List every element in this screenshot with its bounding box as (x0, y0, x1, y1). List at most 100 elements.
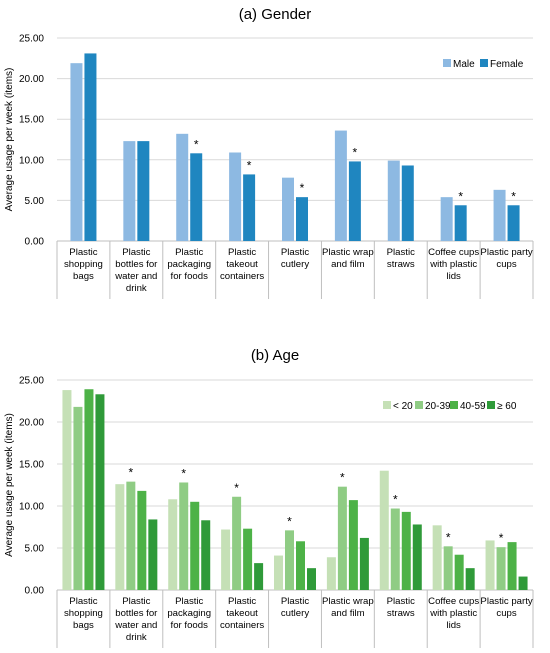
gender-category-label: bottles for (115, 259, 158, 270)
gender-category-label: packaging (167, 259, 211, 270)
age-bar-3-6 (348, 500, 358, 590)
gender-category-label: for foods (171, 271, 209, 282)
gender-category-label: with plastic (429, 259, 477, 270)
gender-category-label: Plastic wrap (322, 247, 374, 258)
gender-bar-2-7 (401, 165, 414, 241)
gender-y-tick-label: 10.00 (19, 155, 44, 166)
age-significance-star: * (446, 530, 451, 544)
gender-y-tick-label: 20.00 (19, 74, 44, 85)
age-bar-3-3 (190, 501, 200, 590)
age-y-tick-label: 25.00 (19, 376, 44, 387)
age-significance-star: * (393, 493, 398, 507)
gender-y-tick-label: 5.00 (25, 196, 45, 207)
age-y-axis-label: Average usage per week (items) (4, 413, 15, 557)
gender-bar-1-4 (229, 152, 242, 241)
gender-category-label: Plastic party (480, 247, 532, 258)
gender-category-label: water and (114, 271, 157, 282)
age-significance-star: * (340, 471, 345, 485)
gender-bar-2-5 (296, 197, 308, 241)
age-bar-3-2 (137, 490, 147, 590)
age-bar-3-8 (454, 554, 464, 590)
age-category-label: Plastic (281, 596, 309, 607)
gender-category-label: shopping (64, 259, 103, 270)
age-bar-4-8 (465, 568, 475, 590)
age-bar-1-2 (115, 484, 125, 590)
gender-bar-2-3 (190, 153, 203, 241)
gender-significance-star: * (194, 137, 199, 151)
gender-chart-title: (a) Gender (239, 6, 312, 23)
gender-significance-star: * (300, 181, 305, 195)
gender-category-label: Plastic (228, 247, 256, 258)
age-legend-swatch (415, 401, 423, 409)
gender-category-label: straws (387, 259, 415, 270)
gender-bar-1-3 (176, 133, 189, 241)
age-category-label: Plastic party (480, 596, 532, 607)
gender-category-label: cutlery (281, 259, 309, 270)
gender-bar-1-2 (123, 141, 136, 241)
gender-category-label: drink (126, 283, 147, 294)
gender-significance-star: * (247, 158, 252, 172)
age-significance-star: * (128, 466, 133, 480)
age-legend-label: 40-59 (460, 401, 486, 412)
gender-category-label: bags (73, 271, 94, 282)
age-bar-4-7 (412, 524, 422, 590)
gender-y-axis-label: Average usage per week (items) (4, 68, 15, 212)
age-bar-1-1 (62, 390, 72, 590)
age-category-label: Plastic (175, 596, 203, 607)
age-y-tick-label: 0.00 (25, 586, 45, 597)
age-category-label: Plastic (228, 596, 256, 607)
age-bar-1-7 (379, 470, 389, 590)
gender-bar-2-2 (137, 141, 150, 241)
age-bar-4-9 (518, 576, 528, 590)
gender-bar-2-1 (84, 53, 97, 241)
gender-bar-1-1 (70, 63, 83, 242)
age-legend-swatch (487, 401, 495, 409)
gender-category-label: lids (446, 271, 461, 282)
age-category-label: Plastic (122, 596, 150, 607)
age-bar-4-5 (307, 568, 316, 590)
age-bar-1-6 (326, 557, 336, 590)
gender-category-label: Coffee cups (428, 247, 479, 258)
age-bar-2-6 (337, 486, 347, 590)
age-category-label: cutlery (281, 608, 309, 619)
age-bar-1-9 (485, 540, 495, 590)
age-bar-4-4 (254, 563, 264, 590)
age-category-label: and film (331, 608, 365, 619)
age-bar-1-4 (221, 529, 231, 590)
gender-y-tick-label: 25.00 (19, 34, 44, 45)
age-category-label: for foods (171, 620, 209, 631)
age-category-label: Plastic (69, 596, 97, 607)
age-y-tick-label: 10.00 (19, 502, 44, 513)
age-bar-1-8 (432, 525, 442, 590)
age-bar-3-1 (84, 389, 94, 590)
gender-legend-swatch (443, 59, 451, 67)
gender-legend-label: Female (490, 59, 524, 70)
gender-category-label: Plastic (387, 247, 415, 258)
age-category-label: Coffee cups (428, 596, 479, 607)
gender-bar-1-6 (334, 130, 347, 241)
gender-legend-swatch (480, 59, 488, 67)
age-bar-4-3 (201, 520, 211, 590)
age-chart-title: (b) Age (251, 347, 299, 364)
age-bar-3-9 (507, 542, 517, 590)
age-legend-label: < 20 (393, 401, 413, 412)
age-significance-star: * (181, 466, 186, 480)
age-category-label: bags (73, 620, 94, 631)
gender-category-label: takeout (226, 259, 258, 270)
gender-category-label: Plastic (175, 247, 203, 258)
age-bar-2-8 (443, 546, 453, 590)
age-bar-4-1 (95, 394, 105, 590)
gender-significance-star: * (353, 145, 358, 159)
age-significance-star: * (234, 481, 239, 495)
gender-category-label: containers (220, 271, 264, 282)
age-category-label: takeout (226, 608, 258, 619)
age-bar-2-4 (232, 496, 242, 590)
gender-bar-1-9 (493, 189, 506, 241)
age-category-label: drink (126, 632, 147, 643)
age-bar-3-4 (243, 528, 253, 590)
gender-significance-star: * (458, 189, 463, 203)
age-bar-3-7 (401, 511, 411, 590)
gender-category-label: Plastic (69, 247, 97, 258)
gender-category-label: Plastic (122, 247, 150, 258)
